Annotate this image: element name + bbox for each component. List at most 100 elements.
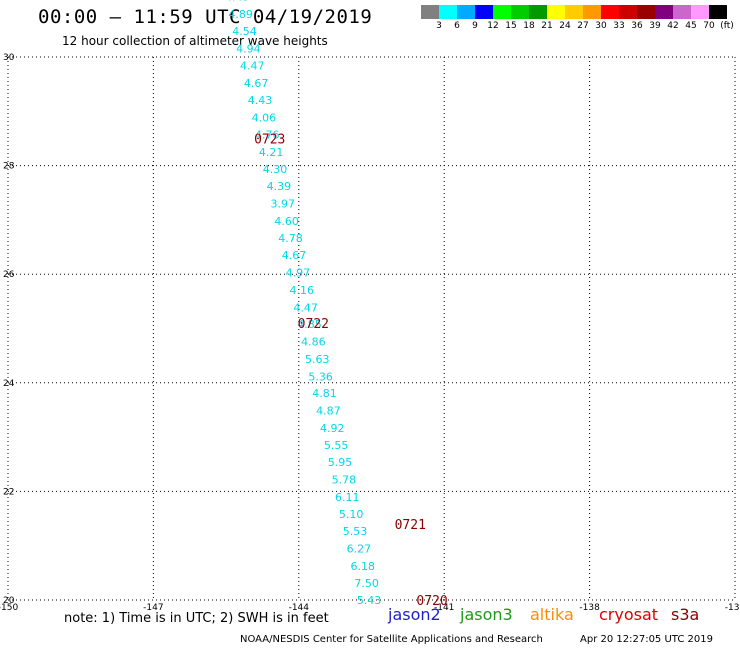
wave-height-label: 4.60: [274, 215, 299, 228]
y-tick-label: 28: [3, 162, 15, 172]
wave-height-label: 4.45: [225, 0, 250, 4]
colorbar-swatch: [421, 5, 439, 19]
y-tick-label: 22: [3, 487, 14, 497]
colorbar-swatch: [511, 5, 529, 19]
colorbar-swatch: [673, 5, 691, 19]
wave-height-label: 5.78: [332, 473, 357, 486]
colorbar-label: 39: [649, 21, 661, 31]
colorbar-swatch: [601, 5, 619, 19]
wave-height-label: 3.97: [271, 198, 296, 211]
wave-height-label: 5.53: [343, 525, 368, 538]
colorbar-label: 9: [472, 21, 478, 31]
colorbar-label: 33: [613, 21, 625, 31]
colorbar-label: 36: [631, 21, 643, 31]
colorbar-label: 21: [541, 21, 553, 31]
mission-label-jason2: jason2: [388, 605, 441, 624]
time-label: 0722: [298, 317, 329, 332]
time-label: 0721: [395, 518, 426, 533]
wave-height-label: 4.47: [293, 301, 318, 314]
wave-height-label: 5.10: [339, 508, 364, 521]
colorbar-label: 30: [595, 21, 607, 31]
colorbar-swatch: [655, 5, 673, 19]
wave-height-label: 4.16: [289, 284, 314, 297]
wave-height-label: 5.55: [324, 439, 349, 452]
wave-height-label: 4.97: [286, 267, 311, 280]
colorbar-label: (ft): [720, 21, 734, 31]
y-tick-label: 20: [3, 596, 15, 606]
colorbar-swatch: [529, 5, 547, 19]
colorbar-swatch: [439, 5, 457, 19]
colorbar-swatch: [493, 5, 511, 19]
time-label: 0720: [416, 594, 447, 609]
x-tick-label: -138: [579, 603, 600, 613]
footer-credit: NOAA/NESDIS Center for Satellite Applica…: [240, 634, 543, 645]
wave-height-label: 4.81: [312, 387, 337, 400]
wave-height-label: 5.36: [308, 370, 333, 383]
mission-label-s3a: s3a: [671, 605, 700, 624]
wave-height-label: 4.54: [232, 25, 257, 38]
wave-height-label: 4.43: [248, 94, 273, 107]
colorbar-label: 45: [685, 21, 697, 31]
x-tick-label: -147: [143, 603, 163, 613]
wave-height-label: 4.85: [297, 318, 322, 331]
wave-height-label: 4.86: [301, 336, 326, 349]
x-tick-label: -144: [289, 603, 310, 613]
wave-height-label: 4.47: [240, 60, 265, 73]
colorbar-label: 15: [505, 21, 517, 31]
time-label: 0723: [254, 132, 285, 147]
wave-height-label: 6.27: [347, 542, 372, 555]
x-tick-label: -135: [725, 603, 740, 613]
colorbar-swatch: [583, 5, 601, 19]
colorbar-swatch: [457, 5, 475, 19]
y-tick-label: 24: [3, 379, 15, 389]
wave-height-label: 4.92: [320, 422, 345, 435]
colorbar-label: 18: [523, 21, 535, 31]
y-tick-label: 30: [3, 53, 15, 63]
colorbar-label: 42: [667, 21, 679, 31]
colorbar-swatch: [565, 5, 583, 19]
colorbar-label: 6: [454, 21, 460, 31]
mission-label-jason3: jason3: [460, 605, 513, 624]
footer-timestamp: Apr 20 12:27:05 UTC 2019: [580, 634, 713, 645]
x-tick-label: -150: [0, 603, 18, 613]
wave-height-label: 4.87: [316, 404, 341, 417]
y-tick-label: 26: [3, 270, 15, 280]
wave-height-label: 4.30: [263, 163, 288, 176]
colorbar-swatch: [637, 5, 655, 19]
wave-height-label: 4.76: [255, 129, 280, 142]
chart-subtitle: 12 hour collection of altimeter wave hei…: [62, 34, 328, 48]
colorbar-swatch: [709, 5, 727, 19]
chart-title: 00:00 – 11:59 UTC 04/19/2019: [38, 6, 373, 28]
wave-height-label: 4.89: [228, 8, 253, 21]
mission-label-cryosat: cryosat: [599, 605, 659, 624]
wave-height-label: 5.63: [305, 353, 330, 366]
wave-height-label: 4.67: [244, 77, 269, 90]
colorbar-swatch: [547, 5, 565, 19]
colorbar-label: 3: [436, 21, 442, 31]
wave-height-label: 4.39: [267, 180, 292, 193]
colorbar-label: 70: [703, 21, 715, 31]
colorbar-swatch: [475, 5, 493, 19]
wave-height-label: 4.94: [236, 42, 261, 55]
colorbar-legend: [421, 5, 727, 19]
wave-height-label: 5.95: [328, 456, 353, 469]
wave-height-label: 5.43: [357, 594, 382, 607]
colorbar-label: 12: [487, 21, 499, 31]
wave-height-label: 4.67: [282, 249, 307, 262]
wave-height-label: 4.06: [252, 111, 277, 124]
wave-height-label: 4.21: [259, 146, 284, 159]
colorbar-label: 24: [559, 21, 571, 31]
colorbar-swatch: [619, 5, 637, 19]
wave-height-label: 4.78: [278, 232, 303, 245]
wave-height-label: 6.11: [335, 491, 360, 504]
wave-height-label: 7.50: [354, 577, 379, 590]
wave-height-label: 6.18: [351, 560, 376, 573]
x-tick-label: -141: [434, 603, 454, 613]
footer-note: note: 1) Time is in UTC; 2) SWH is in fe…: [64, 611, 329, 626]
colorbar-labels: 3 6 9 12 15 18 21 24 27 30 33 36 39 42 45 70 (ft): [421, 21, 740, 35]
mission-label-altika: altika: [530, 605, 574, 624]
colorbar-label: 27: [577, 21, 589, 31]
colorbar-swatch: [691, 5, 709, 19]
